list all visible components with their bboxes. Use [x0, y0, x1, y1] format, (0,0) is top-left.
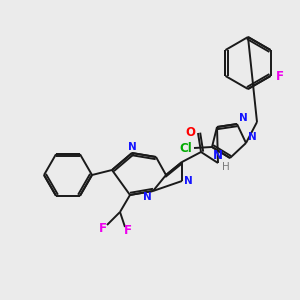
Text: N: N: [143, 192, 152, 202]
Text: O: O: [185, 125, 195, 139]
Text: N: N: [213, 149, 223, 162]
Text: Cl: Cl: [179, 142, 192, 154]
Text: H: H: [222, 162, 230, 172]
Text: F: F: [99, 221, 107, 235]
Text: F: F: [124, 224, 132, 236]
Text: N: N: [128, 142, 136, 152]
Text: N: N: [239, 113, 248, 123]
Text: F: F: [275, 70, 284, 83]
Text: N: N: [248, 132, 257, 142]
Text: N: N: [184, 176, 193, 186]
